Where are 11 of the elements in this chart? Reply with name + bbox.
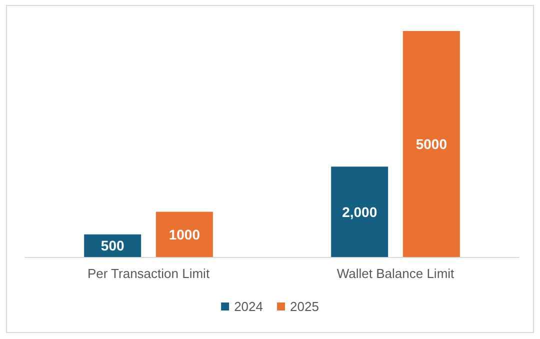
bar xyxy=(331,166,388,257)
data-label: 2,000 xyxy=(342,204,378,220)
bar xyxy=(156,212,213,257)
data-label: 500 xyxy=(100,238,124,254)
x-tick-label: Wallet Balance Limit xyxy=(336,266,455,281)
bar xyxy=(402,31,460,257)
data-label: 1000 xyxy=(168,226,200,242)
legend-label: 2024 xyxy=(234,299,263,314)
x-tick-label: Per Transaction Limit xyxy=(87,266,210,281)
legend-label: 2025 xyxy=(290,299,319,314)
data-label: 5000 xyxy=(416,136,448,152)
